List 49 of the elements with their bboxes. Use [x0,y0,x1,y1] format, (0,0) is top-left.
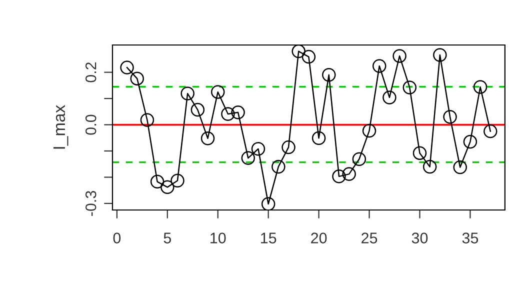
point [312,131,326,145]
x-tick-label: 5 [164,232,172,244]
point [130,72,144,86]
point [210,85,225,99]
point [392,49,406,63]
point [140,113,154,127]
point [422,160,437,174]
point [120,60,134,74]
point [453,160,467,174]
point [402,80,417,94]
point [443,110,457,124]
point [221,107,235,121]
point [292,45,306,58]
point [322,68,336,82]
point [190,102,205,117]
point [261,197,276,210]
point [484,124,498,138]
y-tick-label: 0.0 [85,114,96,135]
y-axis-title: I_max [53,104,68,149]
x-tick-label: 35 [462,232,478,244]
point [382,90,396,104]
point [463,134,478,149]
point [433,48,447,62]
x-tick-label: 0 [113,232,121,244]
point [352,152,366,166]
point [302,50,316,64]
x-tick-label: 10 [210,232,226,244]
point [372,59,386,73]
point [282,140,296,154]
point [272,160,286,174]
point [412,146,427,160]
y-tick-label: 0.2 [85,62,96,82]
point [160,180,174,194]
point [251,142,266,156]
x-tick-label: 25 [362,232,378,244]
point [241,151,256,165]
y-tick-label: -0.3 [85,190,96,216]
x-tick-label: 30 [412,232,428,244]
point [150,174,164,189]
point [180,86,194,100]
point [231,106,245,120]
point [362,124,376,138]
x-tick-label: 15 [261,232,276,244]
point [473,80,488,94]
point [170,174,184,188]
point [332,170,346,184]
point [342,167,356,181]
x-tick-label: 20 [311,232,327,244]
point [200,132,215,146]
